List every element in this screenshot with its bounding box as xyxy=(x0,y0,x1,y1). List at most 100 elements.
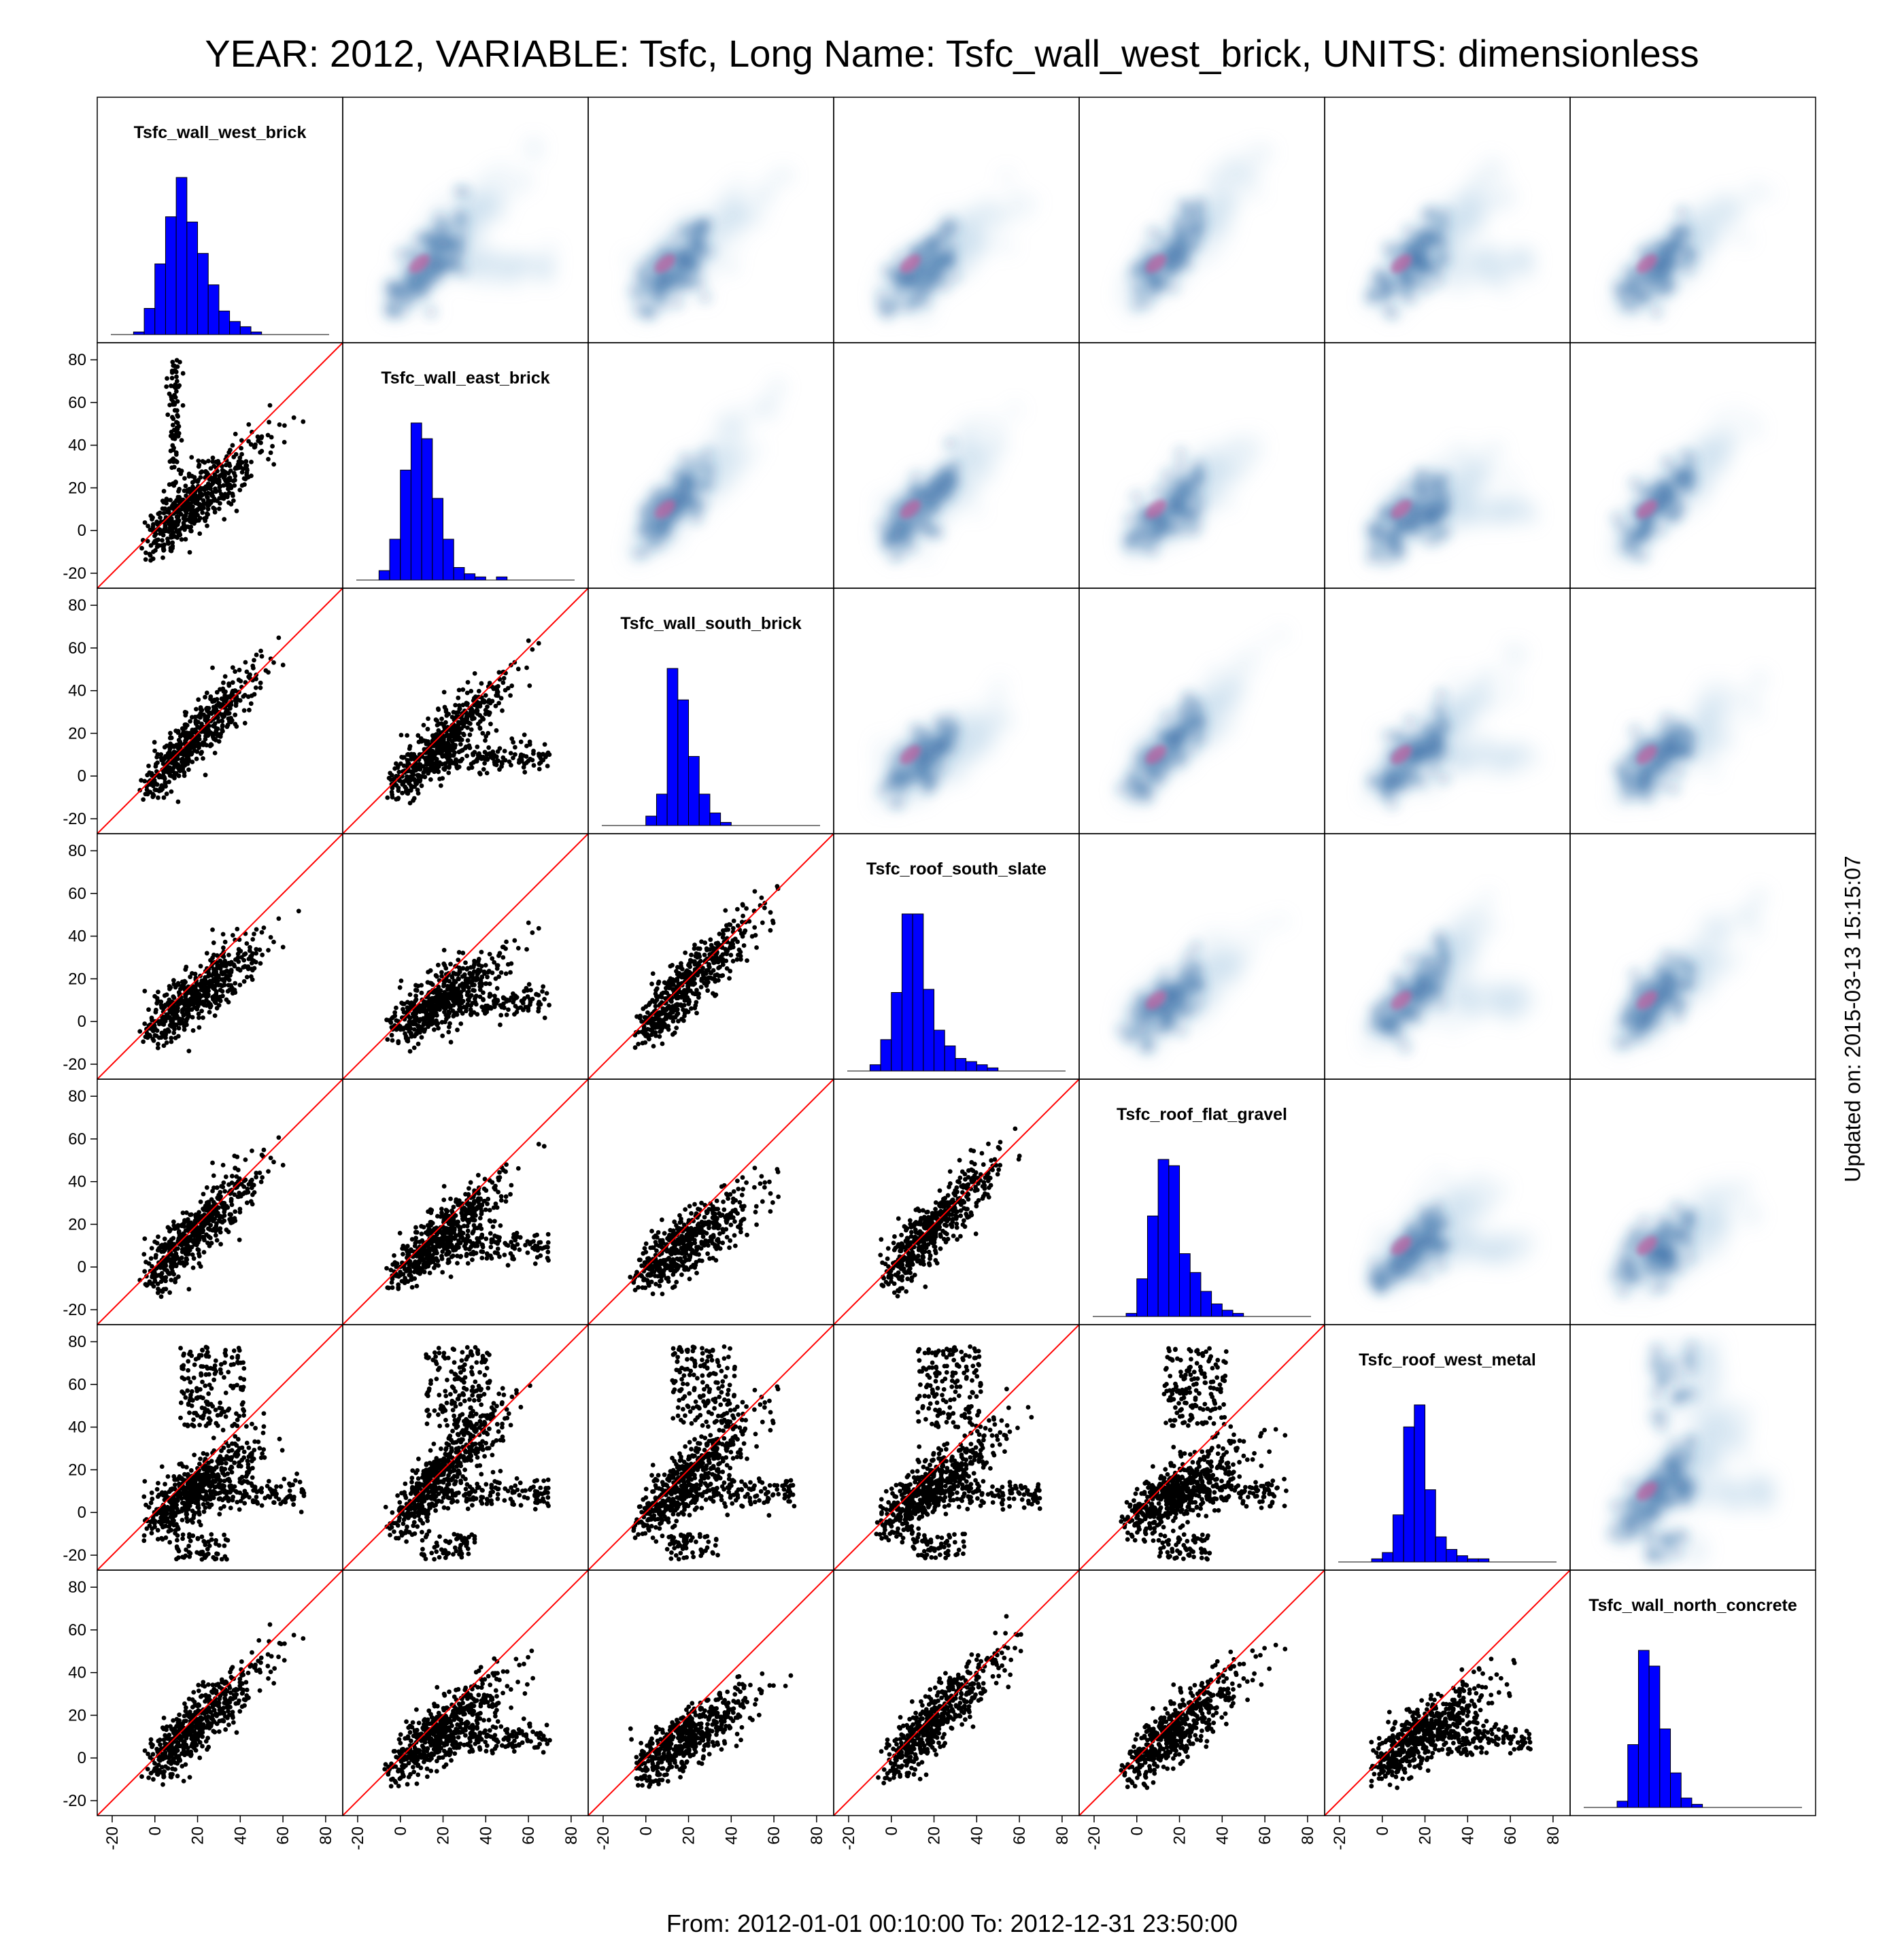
density-blob xyxy=(1200,252,1213,266)
density-blob xyxy=(1626,282,1638,294)
scatter-point xyxy=(168,498,173,503)
density-blob xyxy=(1255,146,1268,159)
density-blob xyxy=(975,239,989,253)
density-blob xyxy=(1152,486,1164,498)
panel-0-4 xyxy=(1079,97,1325,343)
density-blob xyxy=(948,460,960,472)
scatter-point xyxy=(260,435,265,439)
density-blob xyxy=(902,301,914,313)
density-blob xyxy=(1476,173,1490,186)
scatter-point xyxy=(209,466,214,471)
density-blob xyxy=(908,484,921,496)
scatter-point xyxy=(231,443,235,448)
scatter-point xyxy=(147,551,152,556)
scatter-point xyxy=(173,408,177,413)
panel-1-0 xyxy=(97,343,343,588)
density-blob xyxy=(1416,273,1428,286)
scatter-point xyxy=(173,395,178,400)
scatter-point xyxy=(246,422,251,427)
density-blob xyxy=(1718,437,1731,450)
density-blob xyxy=(1152,528,1164,541)
density-blob xyxy=(1190,466,1202,479)
density-blob xyxy=(1682,230,1694,242)
scatter-point xyxy=(233,713,237,717)
density-blob xyxy=(919,490,932,503)
density-blob xyxy=(1656,488,1668,500)
scatter-point xyxy=(182,476,187,481)
histogram-bar xyxy=(176,177,187,335)
density-blob xyxy=(1192,202,1204,214)
density-blob xyxy=(682,475,694,488)
scatter-point xyxy=(235,509,239,513)
density-blob xyxy=(967,420,981,433)
scatter-point xyxy=(249,701,254,706)
density-blob xyxy=(1748,425,1762,439)
density-blob xyxy=(483,168,496,182)
scatter-point xyxy=(176,489,181,494)
density-blob xyxy=(640,509,652,522)
scatter-point xyxy=(205,524,209,528)
scatter-point xyxy=(181,403,186,408)
density-blob xyxy=(449,241,461,253)
density-blob xyxy=(1002,241,1015,254)
density-blob xyxy=(771,381,785,395)
scatter-point xyxy=(212,498,217,503)
scatter-point xyxy=(188,519,192,524)
density-blob xyxy=(1481,496,1495,509)
density-blob xyxy=(490,254,504,267)
scatter-point xyxy=(249,473,254,478)
scatter-point xyxy=(196,458,201,463)
density-blob xyxy=(1706,469,1720,483)
density-blob xyxy=(1220,496,1234,510)
scatter-point xyxy=(198,475,203,480)
density-blob xyxy=(969,503,983,516)
density-blob xyxy=(1654,524,1666,537)
density-blob xyxy=(458,186,470,199)
density-blob xyxy=(1519,267,1533,281)
density-blob xyxy=(395,248,407,260)
density-blob xyxy=(779,169,792,183)
histogram-bar xyxy=(251,332,262,335)
density-blob xyxy=(1628,548,1640,560)
scatter-point xyxy=(164,384,169,389)
scatter-point xyxy=(177,495,182,500)
density-blob xyxy=(692,464,704,477)
density-blob xyxy=(910,471,922,483)
scatter-point xyxy=(242,476,247,481)
density-blob xyxy=(702,245,715,258)
density-blob xyxy=(445,256,458,269)
density-blob xyxy=(1734,203,1748,216)
density-blob xyxy=(1008,403,1022,417)
scatter-point xyxy=(174,430,179,435)
scatter-point xyxy=(190,514,195,519)
scatter-point xyxy=(183,513,188,518)
density-blob xyxy=(881,264,894,276)
scatter-point xyxy=(211,505,216,510)
density-blob xyxy=(750,442,764,456)
density-blob xyxy=(1374,266,1386,278)
density-blob xyxy=(892,288,904,300)
density-blob xyxy=(543,243,556,256)
density-blob xyxy=(679,453,692,465)
density-blob xyxy=(1024,197,1038,210)
density-blob xyxy=(1379,554,1391,566)
scatter-point xyxy=(206,507,211,511)
density-blob xyxy=(1725,224,1739,237)
scatter-point xyxy=(190,480,195,485)
scatter-point xyxy=(151,522,156,527)
density-blob xyxy=(683,256,696,269)
scatter-point xyxy=(217,479,222,484)
density-blob xyxy=(1237,161,1251,175)
scatter-point xyxy=(190,485,195,490)
histogram-bar xyxy=(133,332,144,335)
scatter-point xyxy=(195,501,200,506)
panel-1-3 xyxy=(834,343,1079,588)
density-blob xyxy=(1382,242,1395,254)
density-blob xyxy=(1148,276,1160,288)
scatter-point xyxy=(246,439,251,444)
scatter-point xyxy=(234,452,239,457)
density-blob xyxy=(624,252,637,266)
density-blob xyxy=(986,437,1000,451)
density-blob xyxy=(1477,248,1491,262)
density-blob xyxy=(1249,186,1263,200)
